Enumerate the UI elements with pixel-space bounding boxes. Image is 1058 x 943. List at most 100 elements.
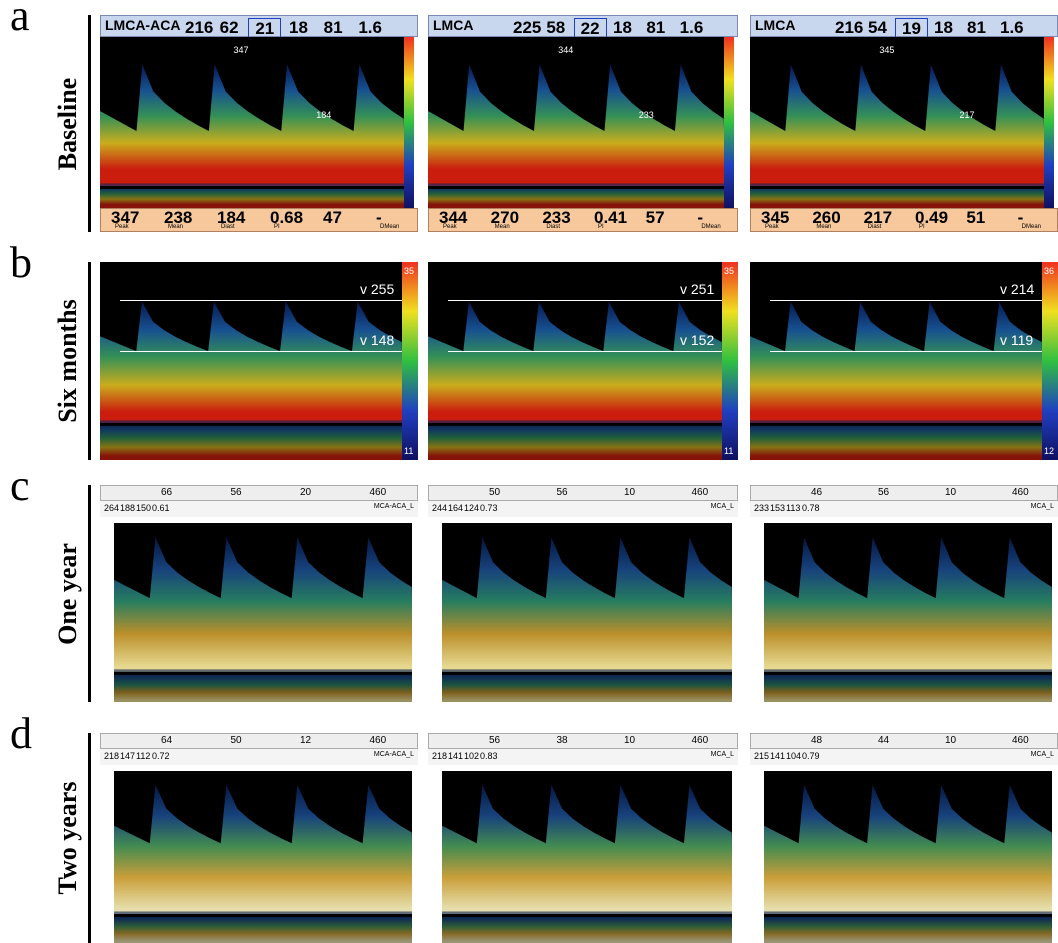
footer-value: - bbox=[376, 208, 382, 227]
footer-label: PI bbox=[598, 224, 604, 230]
spectrogram bbox=[428, 262, 722, 460]
header-value: 460 bbox=[1012, 735, 1029, 746]
summary-bar: 218 141 102 0.83 MCA_L bbox=[428, 749, 738, 765]
footer-label: PI bbox=[274, 224, 280, 230]
footer-value: 184 bbox=[217, 208, 246, 227]
color-bar bbox=[722, 262, 738, 460]
panel-letter: c bbox=[10, 461, 30, 510]
header-value: 56 bbox=[878, 487, 890, 498]
footer-label: Mean bbox=[494, 224, 510, 230]
measure-line bbox=[448, 299, 722, 301]
header-value: 66 bbox=[161, 487, 173, 498]
spectrogram bbox=[428, 37, 724, 208]
peak-label: 347 bbox=[233, 45, 249, 55]
header-value: 56 bbox=[489, 735, 501, 746]
velocity-label: v 148 bbox=[360, 332, 395, 349]
footer-value: 347 bbox=[111, 208, 140, 227]
baseline-band bbox=[100, 420, 402, 460]
vessel-label: LMCA-ACA bbox=[105, 17, 181, 33]
flow-envelope bbox=[442, 784, 732, 916]
header-value: 81 bbox=[646, 18, 666, 37]
header-value: 18 bbox=[289, 18, 308, 37]
site-label: MCA_L bbox=[1030, 751, 1054, 758]
summary-value: 104 bbox=[786, 751, 802, 761]
flow-envelope bbox=[750, 301, 1042, 425]
row-divider bbox=[88, 262, 91, 460]
header-value: 58 bbox=[546, 18, 566, 37]
velocity-label: v 255 bbox=[360, 280, 395, 297]
row-label: One year bbox=[53, 542, 82, 645]
baseline-band bbox=[428, 420, 722, 460]
spectrogram bbox=[764, 523, 1052, 702]
footer-bar: 344 Peak 270 Mean 233 Diast 0.41 PI 57 - DMean bbox=[428, 208, 738, 232]
header-value: 460 bbox=[691, 735, 709, 746]
header-value: 20 bbox=[300, 487, 312, 498]
header-value: 10 bbox=[624, 487, 636, 498]
summary-value: 150 bbox=[136, 503, 152, 513]
flow-envelope bbox=[750, 64, 1044, 188]
footer-label: DMean bbox=[1021, 224, 1041, 230]
header-value: 54 bbox=[868, 18, 887, 37]
summary-value: 164 bbox=[448, 503, 464, 513]
footer-value: 233 bbox=[542, 208, 571, 227]
footer-value: 0.41 bbox=[594, 208, 628, 227]
peak-label: 345 bbox=[879, 45, 895, 55]
header-value: 46 bbox=[811, 487, 823, 498]
peak-label: 344 bbox=[558, 45, 574, 55]
footer-label: Diast bbox=[546, 224, 560, 230]
vessel-label: LMCA bbox=[755, 17, 796, 33]
flow-envelope bbox=[100, 64, 404, 188]
footer-value: 57 bbox=[645, 208, 665, 227]
color-bar bbox=[1042, 262, 1058, 460]
header-bar: 56 38 10 460 bbox=[428, 733, 738, 749]
footer-value: 51 bbox=[966, 208, 986, 227]
footer-label: Peak bbox=[765, 224, 779, 230]
row-divider bbox=[88, 485, 91, 702]
header-value: 225 bbox=[513, 18, 542, 37]
flow-envelope bbox=[764, 784, 1052, 916]
flow-envelope bbox=[114, 537, 412, 674]
footer-value: 238 bbox=[164, 208, 193, 227]
measure-line bbox=[770, 299, 1042, 301]
scale-min: 12 bbox=[1044, 446, 1055, 456]
footer-value: 47 bbox=[323, 208, 342, 227]
summary-value: 264 bbox=[104, 503, 120, 513]
header-value: 216 bbox=[185, 18, 214, 37]
header-bar: LMCA-ACA 216 62 21 18 81 1.6 bbox=[100, 15, 418, 40]
measure-line bbox=[770, 351, 1042, 353]
footer-value: - bbox=[1017, 208, 1024, 227]
scale-max: 36 bbox=[1044, 266, 1055, 276]
spectrogram bbox=[100, 262, 402, 460]
summary-bar: 264 188 150 0.61 MCA-ACA_L bbox=[100, 501, 418, 517]
panel-letter: d bbox=[10, 709, 32, 758]
header-value: 56 bbox=[556, 487, 568, 498]
header-value: 10 bbox=[945, 487, 957, 498]
header-value: 10 bbox=[945, 735, 957, 746]
footer-bar: 345 Peak 260 Mean 217 Diast 0.49 PI 51 - DMean bbox=[750, 208, 1058, 232]
header-bar: LMCA 216 54 19 18 81 1.6 bbox=[750, 15, 1058, 40]
summary-bar: 244 164 124 0.73 MCA_L bbox=[428, 501, 738, 517]
summary-value: 141 bbox=[770, 751, 786, 761]
header-value: 1.6 bbox=[679, 18, 704, 37]
panel-letter: a bbox=[10, 0, 30, 40]
spectrogram bbox=[442, 771, 732, 943]
header-value: 38 bbox=[556, 735, 568, 746]
flow-envelope bbox=[428, 301, 722, 425]
summary-value: 215 bbox=[754, 751, 770, 761]
summary-value: 0.83 bbox=[480, 751, 498, 761]
header-bar: LMCA 225 58 22 18 81 1.6 bbox=[428, 15, 738, 40]
site-label: MCA_L bbox=[710, 751, 734, 758]
summary-value: 0.61 bbox=[152, 503, 170, 513]
row-label: Baseline bbox=[53, 77, 82, 170]
color-bar bbox=[404, 37, 414, 208]
footer-value: 217 bbox=[863, 208, 893, 227]
velocity-label: v 119 bbox=[1000, 332, 1034, 349]
spectrogram bbox=[114, 523, 412, 702]
footer-label: Diast bbox=[867, 224, 882, 230]
footer-label: PI bbox=[919, 224, 925, 230]
summary-value: 233 bbox=[754, 503, 770, 513]
footer-label: Peak bbox=[115, 224, 129, 230]
header-value: 64 bbox=[161, 735, 173, 746]
flow-envelope bbox=[442, 537, 732, 674]
footer-label: Mean bbox=[816, 224, 832, 230]
